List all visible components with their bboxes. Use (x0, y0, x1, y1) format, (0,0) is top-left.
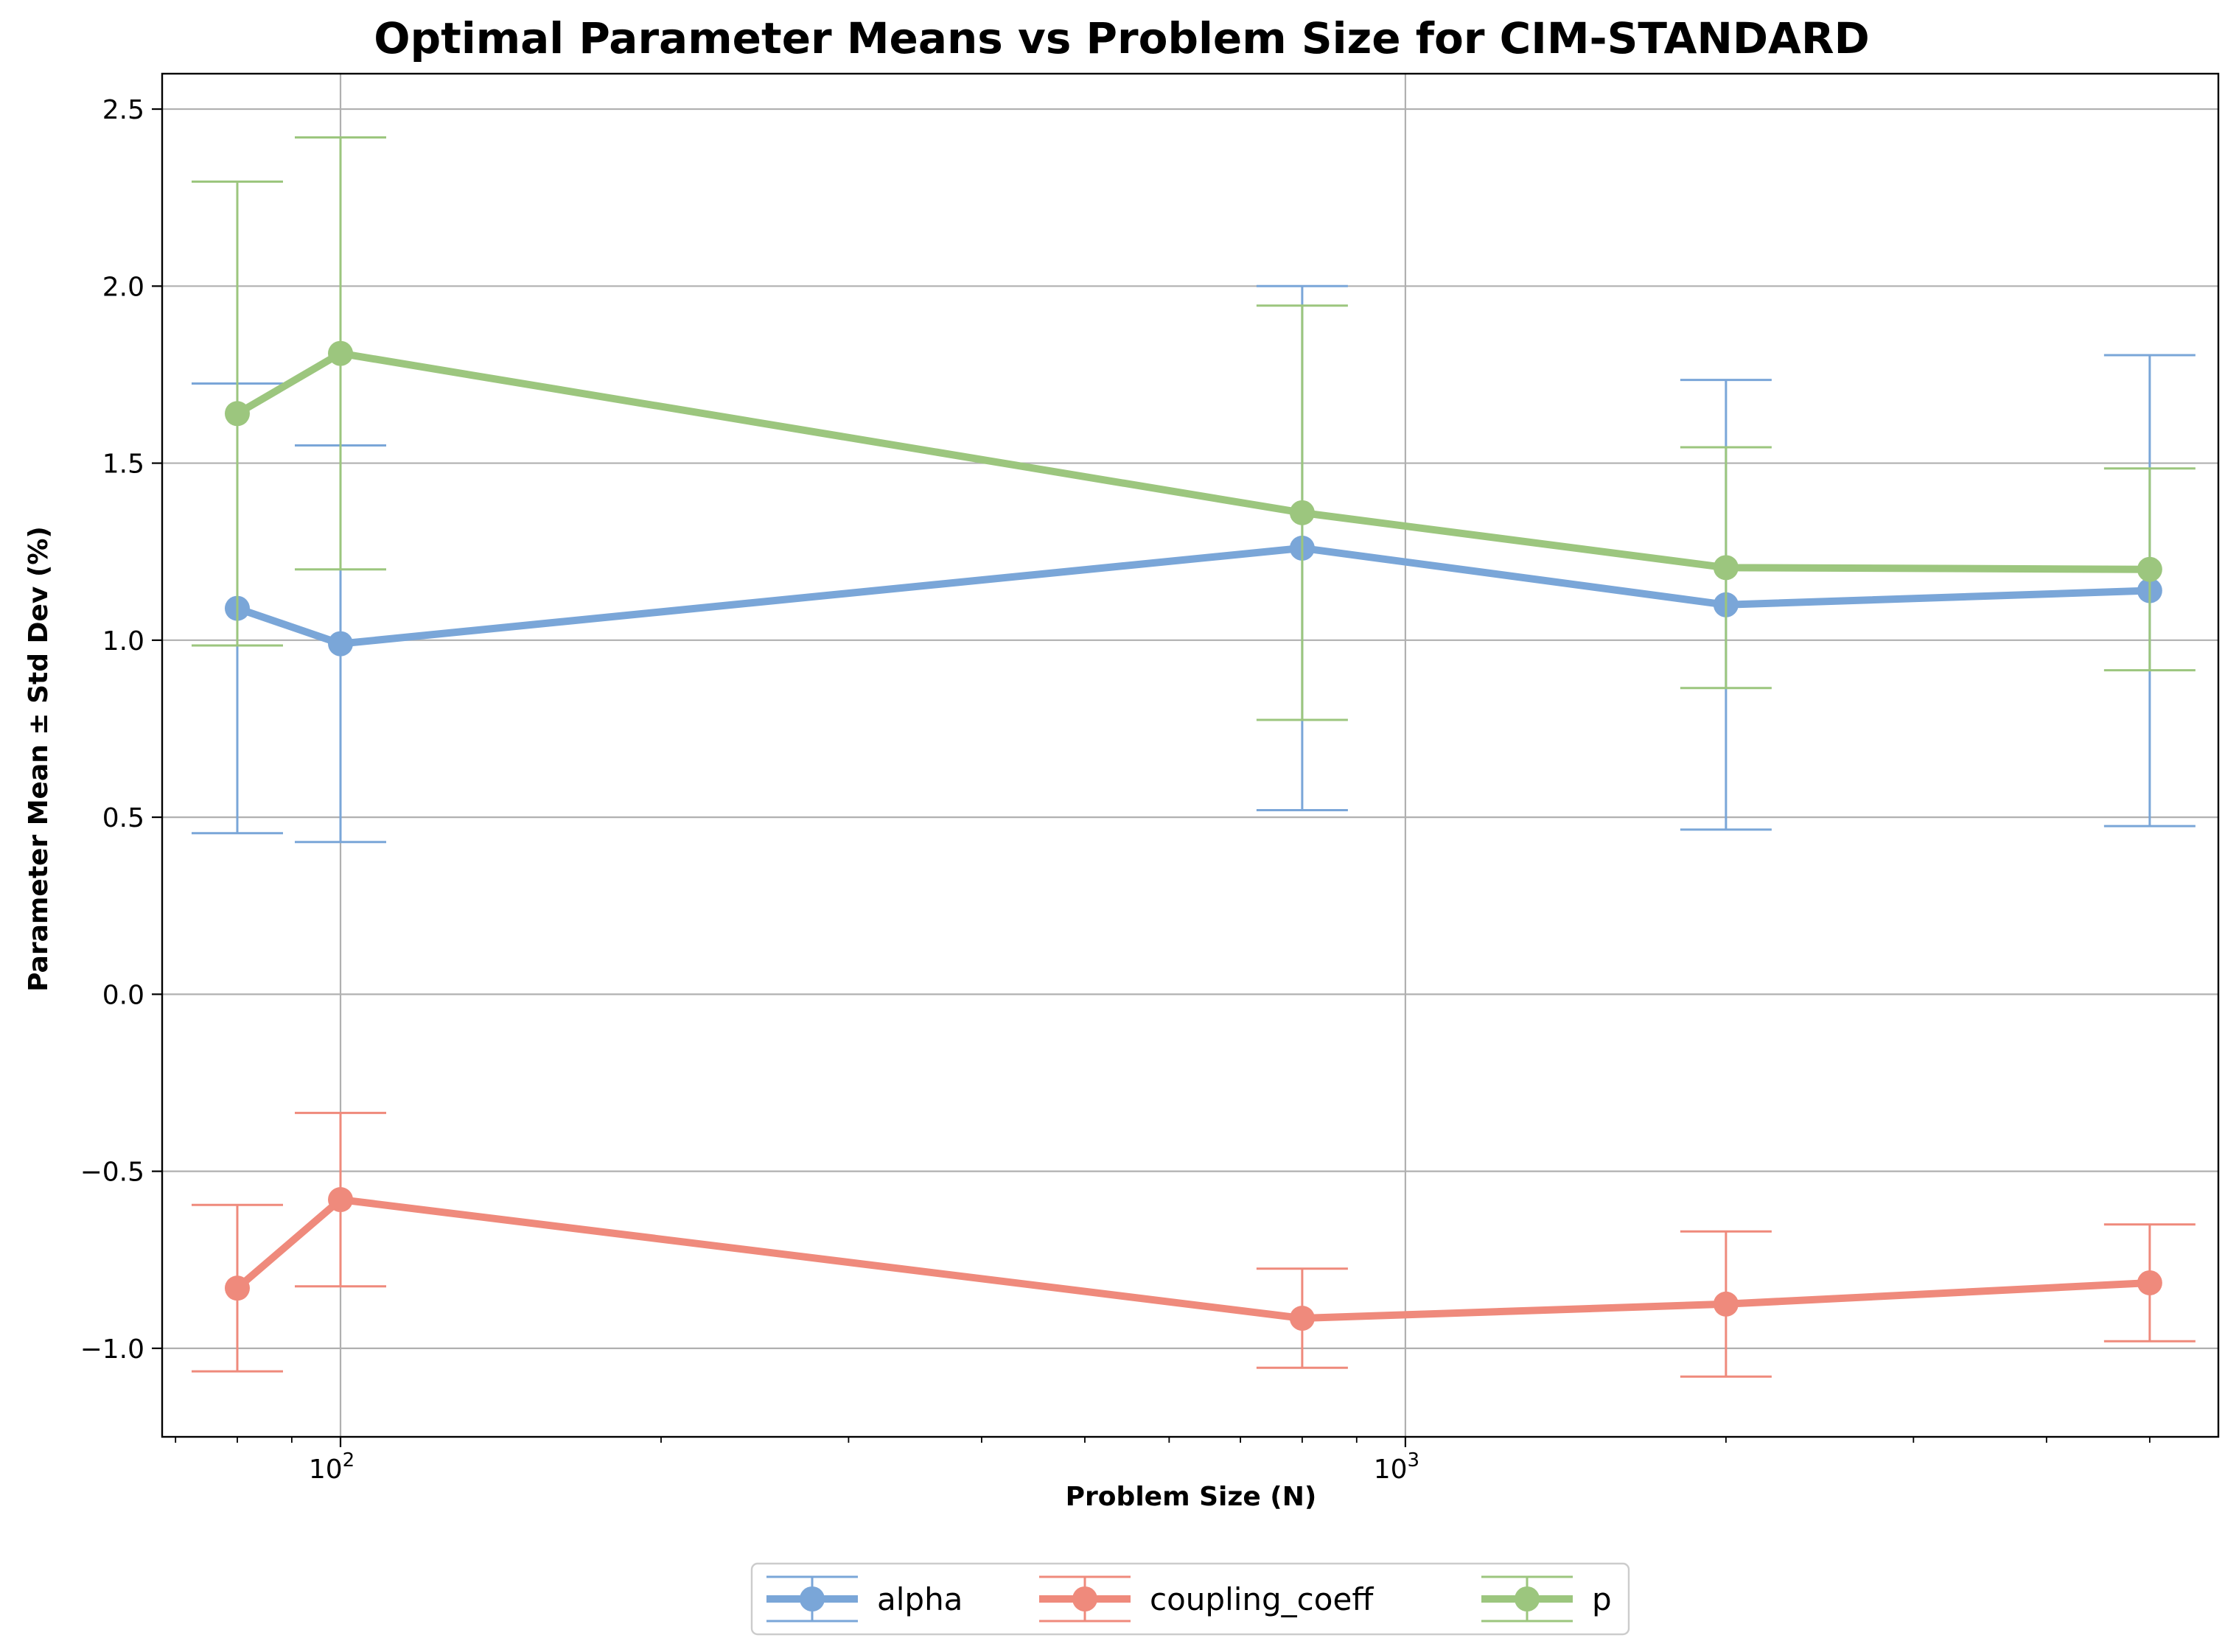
legend-item-alpha: alpha (766, 1575, 963, 1623)
grid (162, 74, 2218, 1437)
series-line (234, 1196, 2151, 1323)
y-tick-label: 1.5 (102, 449, 144, 480)
data-point (1713, 1291, 1739, 1317)
data-point (2137, 556, 2162, 582)
legend: alpha coupling_coeff p (750, 1562, 1630, 1636)
legend-marker (800, 1586, 825, 1611)
x-axis-label: Problem Size (N) (1066, 1482, 1317, 1512)
legend-label: coupling_coeff (1150, 1581, 1374, 1617)
data-point (328, 340, 354, 366)
plot-frame (161, 72, 2220, 1438)
x-tick-label: 103 (1374, 1449, 1419, 1485)
y-tick-label: 1.0 (102, 626, 144, 657)
series-line (235, 349, 2150, 573)
y-tick-label: −0.5 (80, 1158, 144, 1188)
series-coupling_coeff (191, 1111, 2196, 1378)
x-tick-base: 10 (1374, 1455, 1408, 1485)
data-point (2137, 1270, 2162, 1295)
x-tick-label: 102 (309, 1449, 354, 1485)
data-point (1289, 1306, 1315, 1331)
legend-marker (1072, 1586, 1097, 1611)
y-tick-label: 2.5 (102, 95, 144, 125)
x-tick-exponent: 3 (1408, 1449, 1420, 1471)
series-p (191, 136, 2196, 721)
x-tick-base: 10 (309, 1455, 343, 1485)
data-point (224, 1275, 250, 1301)
legend-item-coupling_coeff: coupling_coeff (1039, 1575, 1374, 1623)
legend-item-p: p (1481, 1575, 1612, 1623)
data-point (224, 401, 250, 427)
y-tick-label: 0.0 (102, 980, 144, 1010)
data-point (328, 631, 354, 657)
legend-box (750, 1562, 1630, 1636)
y-tick-label: 0.5 (102, 803, 144, 833)
data-point (1289, 500, 1315, 525)
legend-marker (1515, 1586, 1540, 1611)
data-point (1713, 555, 1739, 581)
legend-label: alpha (877, 1581, 963, 1617)
x-tick-exponent: 2 (343, 1449, 355, 1471)
legend-label: p (1592, 1581, 1612, 1617)
y-axis-label: Parameter Mean ± Std Dev (%) (24, 526, 54, 992)
y-tick-label: 2.0 (102, 272, 144, 302)
chart-title: Optimal Parameter Means vs Problem Size … (374, 13, 1869, 63)
y-tick-label: −1.0 (80, 1334, 144, 1365)
series-line (236, 544, 2151, 648)
series-layer (191, 136, 2196, 1378)
data-point (328, 1187, 354, 1213)
series-alpha (191, 284, 2196, 844)
